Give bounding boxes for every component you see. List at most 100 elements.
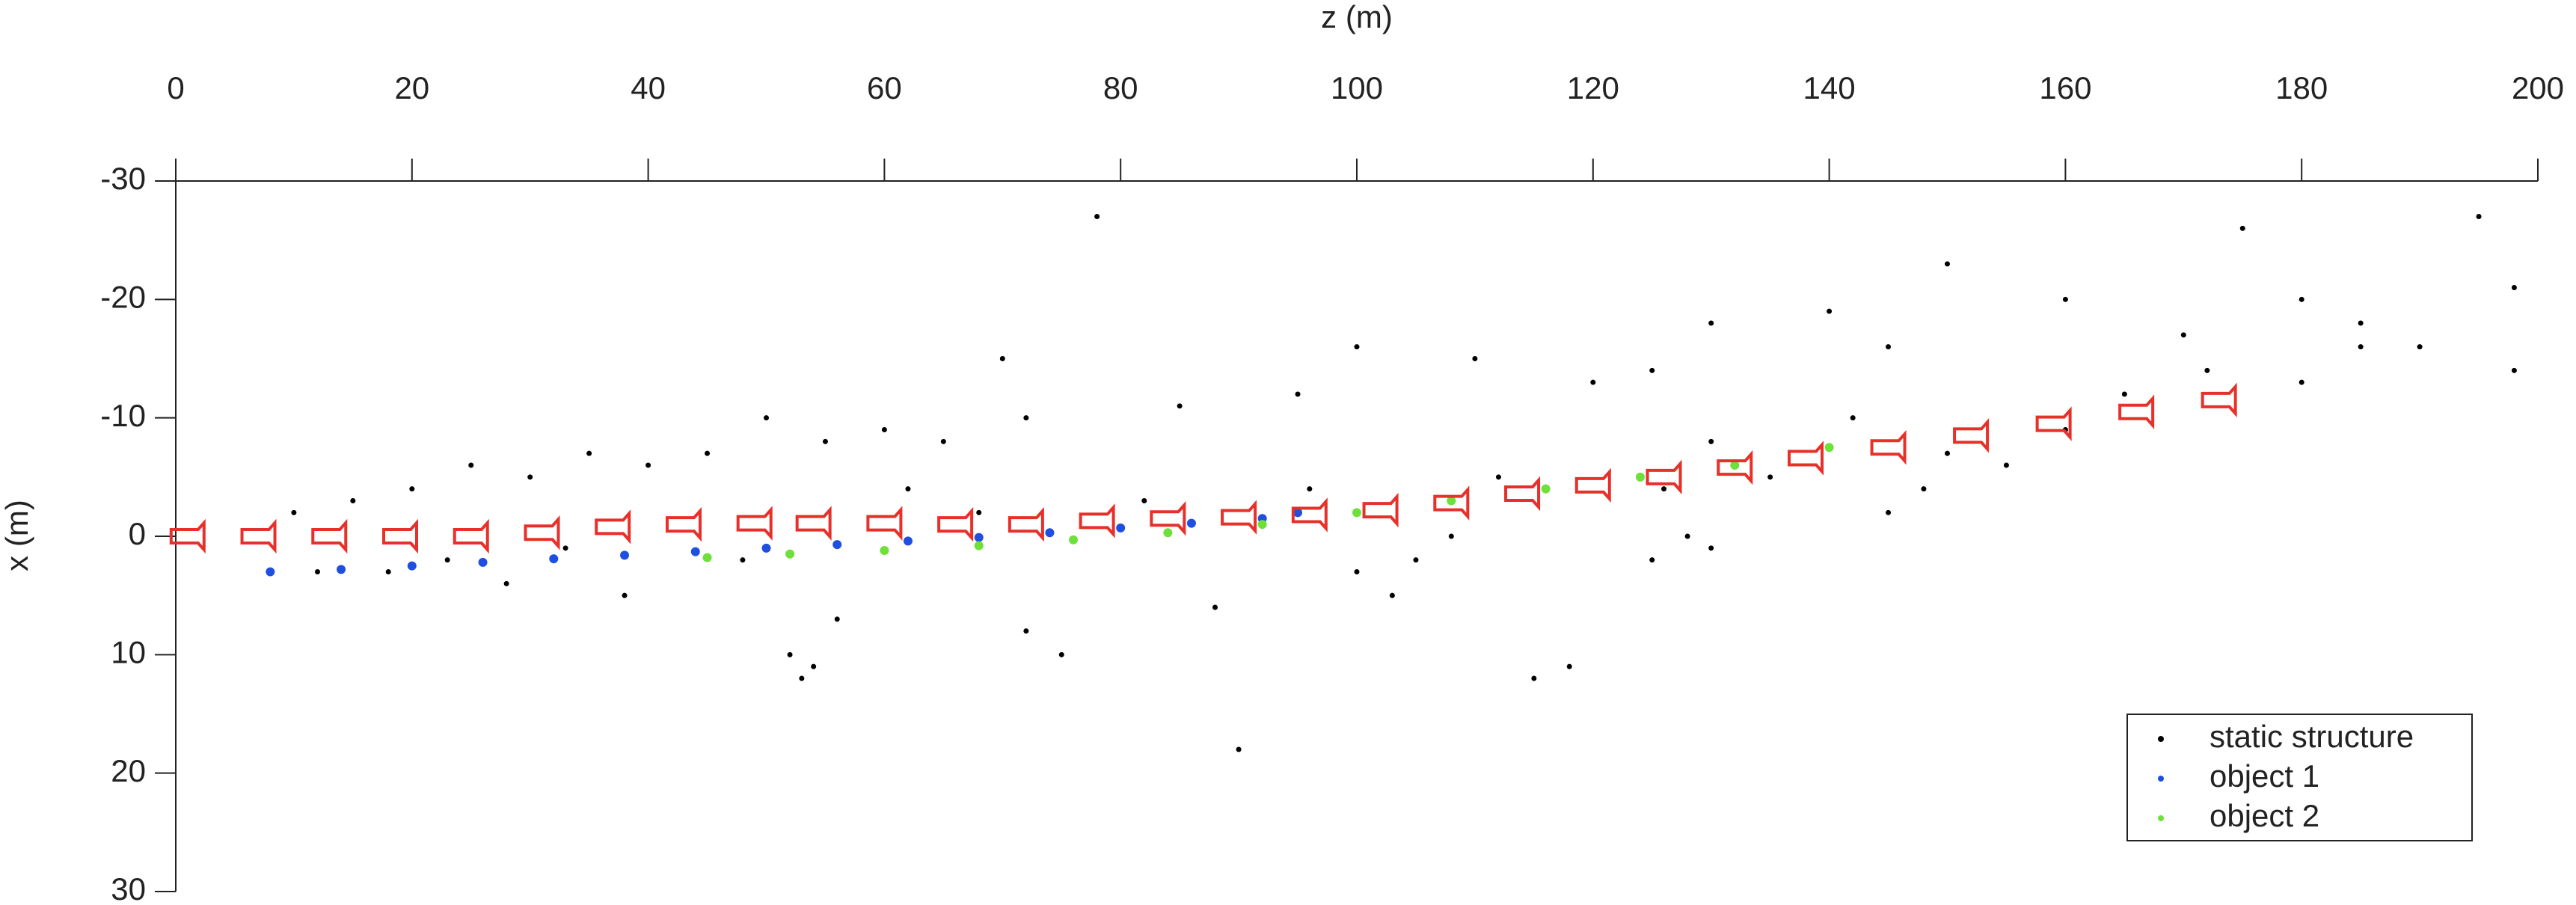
camera-pose [736,506,773,541]
scatter-point [2476,214,2482,219]
scatter-point [468,462,474,468]
scatter-point [2299,379,2304,385]
y-tick-label: -10 [100,398,146,433]
scatter-point [1293,508,1303,518]
camera-pose [1646,459,1682,495]
camera-pose [524,515,560,550]
legend-marker [2158,776,2164,782]
scatter-point [1684,533,1690,539]
y-tick-label: 10 [111,634,146,669]
y-tick-label: -20 [100,279,146,314]
scatter-point [503,580,509,586]
scatter-point [1708,545,1714,551]
scatter-point [2180,332,2186,338]
scatter-point [562,545,568,551]
scatter-point [1472,356,1478,361]
camera-pose [866,506,903,541]
scatter-point [999,356,1005,361]
scatter-point [2299,296,2304,302]
x-tick-label: 180 [2275,70,2328,105]
scatter-point [407,561,417,571]
scatter-point [1352,508,1361,518]
scatter-point [761,543,771,553]
scatter-point [905,486,911,492]
legend-label: static structure [2209,719,2414,754]
scatter-point [622,592,628,598]
y-tick-label: 0 [129,516,146,551]
camera-pose [795,506,832,541]
scatter-point [976,509,982,515]
scatter-point [1590,379,1596,385]
x-tick-label: 40 [631,70,666,105]
camera-pose [382,518,419,554]
x-tick-label: 20 [394,70,429,105]
camera-pose [453,518,489,554]
camera-pose [1221,500,1257,535]
scatter-point [974,533,984,542]
x-tick-label: 100 [1331,70,1383,105]
scatter-point [527,474,533,480]
scatter-point [1212,604,1218,610]
camera-pose [1362,492,1399,528]
y-axis-title: x (m) [0,500,34,571]
camera-pose [1717,450,1753,485]
scatter-point [1295,391,1301,397]
legend-box [2126,714,2473,841]
scatter-point [702,553,712,562]
legend-label: object 2 [2209,798,2319,833]
camera-pose [2201,382,2237,418]
camera-pose [240,518,277,554]
scatter-point [1850,415,1856,421]
camera-pose [1433,485,1470,521]
scatter-point [1094,214,1100,219]
scatter-point [740,557,746,563]
camera-pose [1574,467,1611,503]
scatter-point [1945,450,1950,456]
scatter-point [1824,443,1834,452]
scatter-point [1649,557,1655,563]
camera-pose [2035,406,2072,441]
legend-marker [2158,736,2164,742]
scatter-point [2417,344,2423,350]
scatter-point [1566,663,1572,669]
scatter-point [1708,438,1714,444]
scatter-point [1236,746,1242,752]
scatter-point [764,415,769,421]
camera-pose [937,506,974,542]
scatter-point [645,462,651,468]
camera-pose [1150,500,1186,536]
scatter-point [409,486,415,492]
scatter-point [2003,462,2009,468]
scatter-point [2511,285,2517,290]
scatter-point [1886,509,1892,515]
camera-pose [1079,503,1115,539]
scatter-point [1141,498,1147,503]
scatter-point [1921,486,1927,492]
scatter-point [1649,367,1655,373]
scatter-point [690,547,700,556]
scatter-point [1413,557,1419,563]
scatter-point [478,557,488,567]
legend-marker [2158,815,2164,821]
scatter-point [787,651,793,657]
scatter-point [586,450,592,456]
y-tick-label: 30 [111,871,146,905]
camera-pose [1008,506,1044,542]
x-tick-label: 80 [1103,70,1138,105]
scatter-point [1448,533,1454,539]
scatter-point [2239,225,2245,231]
scatter-point [880,546,889,555]
scatter-point [799,675,805,681]
camera-pose [1504,476,1541,512]
camera-pose [595,509,631,544]
scatter-point [444,557,450,563]
scatter-point [1163,528,1173,538]
camera-pose [665,506,702,542]
x-tick-label: 60 [867,70,902,105]
camera-pose [169,518,206,554]
scatter-point [2358,320,2364,326]
scatter-point [834,616,840,622]
scatter-point [549,554,559,564]
scatter-point [1069,535,1079,544]
